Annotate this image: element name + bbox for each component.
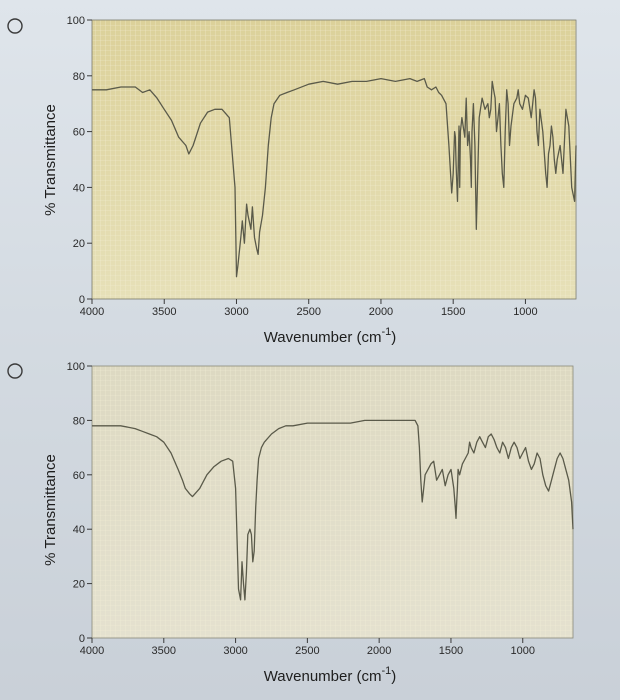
- x-axis-title-superscript: -1: [382, 665, 392, 677]
- spectrum-line: [92, 419, 574, 601]
- x-axis-title: Wavenumber (cm-1): [264, 326, 397, 346]
- x-tick-label: 3500: [152, 306, 176, 318]
- y-axis-title: % Transmittance: [42, 104, 59, 216]
- y-tick-label: 100: [67, 361, 85, 373]
- x-axis-title-close: ): [391, 668, 396, 685]
- ir-spectrum-chart-1: 0 20 40 60 80 100 4000 3500 3000 2500 2000 1500 100…: [42, 15, 577, 346]
- x-tick-label: 3000: [224, 306, 248, 318]
- option-2-radio[interactable]: [7, 363, 23, 379]
- x-tick-label: 3500: [152, 645, 176, 657]
- y-tick-label: 60: [73, 470, 85, 482]
- x-tick-label: 2000: [369, 306, 393, 318]
- x-axis-title-superscript: -1: [382, 326, 392, 338]
- x-axis-title-main: Wavenumber (cm: [264, 329, 382, 346]
- y-tick-label: 0: [79, 294, 85, 306]
- y-axis: 0 20 40 60 80 100: [67, 361, 92, 645]
- y-axis-title: % Transmittance: [42, 454, 59, 566]
- x-axis: 4000 3500 3000 2500 2000 1500 1000: [80, 638, 535, 657]
- x-tick-label: 4000: [80, 645, 104, 657]
- y-tick-label: 0: [79, 633, 85, 645]
- y-tick-label: 80: [73, 415, 85, 427]
- x-tick-label: 2500: [296, 306, 320, 318]
- x-axis-title-close: ): [391, 329, 396, 346]
- y-tick-label: 100: [67, 15, 85, 27]
- series-group: [92, 77, 577, 278]
- plot-grid: [92, 366, 573, 638]
- plot-grid: [92, 20, 576, 299]
- y-tick-label: 40: [73, 524, 85, 536]
- y-tick-label: 20: [73, 238, 85, 250]
- x-axis-title-main: Wavenumber (cm: [264, 668, 382, 685]
- option-1-radio[interactable]: [7, 18, 23, 34]
- x-tick-label: 2000: [367, 645, 391, 657]
- x-axis: 4000 3500 3000 2500 2000 1500 1000: [80, 299, 538, 318]
- x-tick-label: 1000: [513, 306, 537, 318]
- x-tick-label: 3000: [223, 645, 247, 657]
- plot-border: [91, 365, 574, 639]
- spectrum-line: [92, 77, 577, 278]
- x-tick-label: 1500: [439, 645, 463, 657]
- y-tick-label: 80: [73, 71, 85, 83]
- x-tick-label: 4000: [80, 306, 104, 318]
- y-tick-label: 60: [73, 127, 85, 139]
- y-tick-label: 20: [73, 579, 85, 591]
- y-axis: 0 20 40 60 80 100: [67, 15, 92, 306]
- series-group: [92, 419, 574, 601]
- x-axis-title: Wavenumber (cm-1): [264, 665, 397, 685]
- x-tick-label: 2500: [295, 645, 319, 657]
- x-tick-label: 1000: [511, 645, 535, 657]
- x-tick-label: 1500: [441, 306, 465, 318]
- ir-spectrum-chart-2: 0 20 40 60 80 100 4000 3500 3000 2500 2000 1500 100…: [42, 361, 574, 685]
- y-tick-label: 40: [73, 182, 85, 194]
